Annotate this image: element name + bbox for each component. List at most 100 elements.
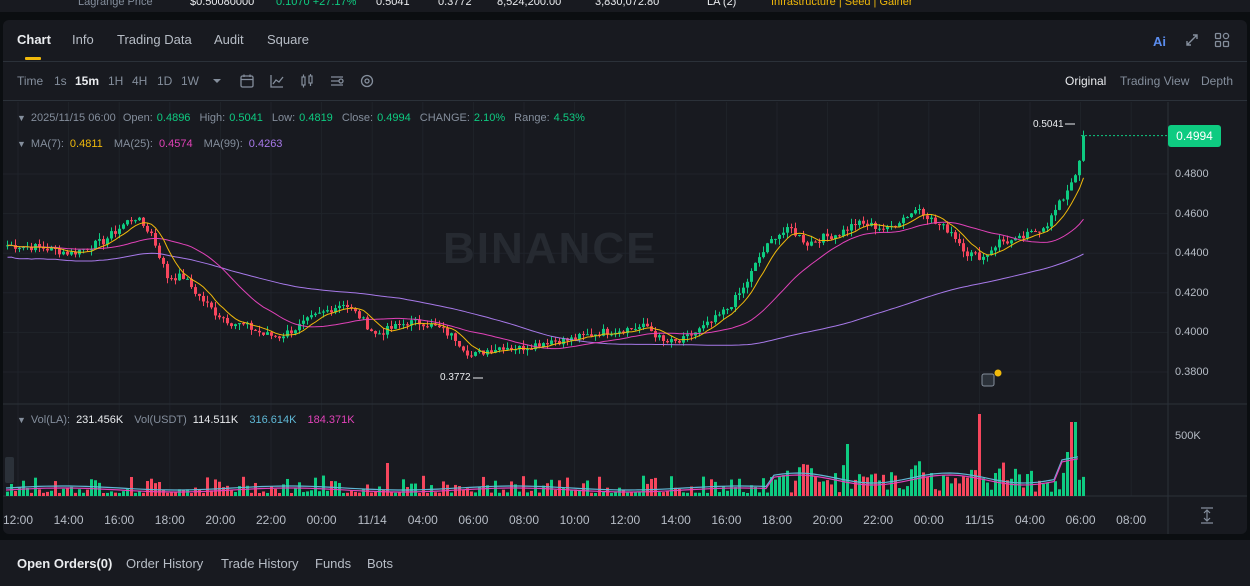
- volume-bar: [462, 489, 465, 496]
- volume-bar: [318, 491, 321, 496]
- volume-bar: [670, 476, 673, 496]
- view-depth[interactable]: Depth: [1201, 74, 1234, 88]
- volume-bar: [886, 489, 889, 496]
- candle-body: [638, 327, 641, 329]
- interval-15m[interactable]: 15m: [75, 74, 100, 88]
- current-price-tag: 0.4994: [1168, 125, 1221, 147]
- candle-body: [202, 295, 205, 302]
- interval-dropdown-icon[interactable]: [209, 73, 225, 89]
- volume-ma-line-pink: [5, 458, 1079, 493]
- volume-bar: [70, 486, 73, 496]
- candle-body: [122, 224, 125, 229]
- volume-bar: [458, 486, 461, 496]
- volume-bar: [978, 414, 981, 496]
- candle-body: [702, 325, 705, 329]
- candle-body: [898, 223, 901, 227]
- candle-body: [518, 345, 521, 350]
- tag-gainer[interactable]: Gainer: [879, 0, 913, 8]
- candle-body: [970, 252, 973, 257]
- candle-body: [938, 223, 941, 226]
- tab-open-orders[interactable]: Open Orders(0): [17, 556, 113, 571]
- candle-body: [746, 281, 749, 288]
- candle-body: [586, 334, 589, 336]
- interval-1d[interactable]: 1D: [157, 74, 173, 88]
- volume-bar: [622, 490, 625, 496]
- candle-body: [610, 334, 613, 336]
- chart-settings-icon[interactable]: [359, 73, 375, 89]
- volume-bar: [1058, 489, 1061, 496]
- candle-body: [546, 343, 549, 345]
- volume-bar: [78, 489, 81, 496]
- tab-square[interactable]: Square: [267, 32, 309, 47]
- volume-bar: [518, 491, 521, 496]
- indicators-icon[interactable]: [269, 73, 285, 89]
- candle-body: [978, 252, 981, 260]
- layout-grid-icon[interactable]: [1214, 32, 1230, 48]
- candle-type-icon[interactable]: [299, 73, 315, 89]
- toolbar-divider: [3, 100, 1247, 101]
- tag-seed[interactable]: Seed: [844, 0, 871, 8]
- candle-body: [878, 228, 881, 230]
- tab-bots[interactable]: Bots: [367, 556, 394, 571]
- candle-body: [14, 245, 17, 249]
- candle-body: [474, 352, 477, 356]
- candle-body: [50, 247, 53, 251]
- settings-sliders-icon[interactable]: [329, 73, 345, 89]
- volume-bar: [330, 481, 333, 496]
- volume-bar: [66, 488, 69, 496]
- volume-bar: [234, 491, 237, 496]
- expand-icon[interactable]: [1184, 32, 1200, 48]
- view-original[interactable]: Original: [1065, 74, 1107, 88]
- vol-ma-value-2: 184.371K: [307, 414, 355, 426]
- ai-icon[interactable]: Ai: [1153, 34, 1166, 49]
- candle-body: [730, 307, 733, 310]
- volume-bar: [254, 482, 257, 496]
- volume-bar: [358, 492, 361, 496]
- time-axis-tick: 00:00: [306, 513, 337, 527]
- ticker-tags[interactable]: Infrastructure | Seed | Gainer: [771, 0, 913, 8]
- chart-area[interactable]: BINANCE ▼ 2025/11/15 06:00 Open: 0.4896 Hi…: [3, 102, 1247, 534]
- ticker-pair[interactable]: LA (2): [707, 0, 737, 8]
- candle-body: [438, 325, 441, 328]
- candle-body: [506, 347, 509, 350]
- tab-audit[interactable]: Audit: [214, 32, 244, 47]
- volume-bar: [178, 489, 181, 496]
- candle-body: [502, 347, 505, 350]
- candle-body: [722, 309, 725, 315]
- interval-4h[interactable]: 4H: [132, 74, 148, 88]
- tag-infrastructure[interactable]: Infrastructure: [771, 0, 836, 8]
- tab-info[interactable]: Info: [72, 32, 94, 47]
- candlestick-chart[interactable]: [3, 102, 1247, 534]
- volume-bar: [634, 492, 637, 496]
- candle-body: [786, 227, 789, 233]
- candle-body: [886, 226, 889, 230]
- interval-1s[interactable]: 1s: [54, 74, 67, 88]
- tab-chart[interactable]: Chart: [17, 32, 51, 47]
- tab-trade-history[interactable]: Trade History: [221, 556, 299, 571]
- candle-body: [538, 343, 541, 347]
- volume-bar: [170, 492, 173, 496]
- volume-legend: ▼ Vol(LA): 231.456K Vol(USDT) 114.511K 316.…: [17, 414, 355, 426]
- calendar-icon[interactable]: [239, 73, 255, 89]
- tab-trading-data[interactable]: Trading Data: [117, 32, 192, 47]
- candle-body: [918, 209, 921, 211]
- candle-body: [238, 323, 241, 325]
- candle-body: [1006, 241, 1009, 244]
- volume-bar: [1002, 462, 1005, 496]
- candle-body: [794, 228, 797, 236]
- interval-1w[interactable]: 1W: [181, 74, 199, 88]
- vol-ma-value-1: 316.614K: [249, 414, 297, 426]
- tab-funds[interactable]: Funds: [315, 556, 352, 571]
- time-axis-tick: 18:00: [761, 513, 793, 527]
- tab-order-history[interactable]: Order History: [126, 556, 204, 571]
- volume-bar: [1062, 472, 1065, 496]
- interval-time[interactable]: Time: [17, 74, 44, 88]
- interval-1h[interactable]: 1H: [108, 74, 124, 88]
- volume-bar: [898, 488, 901, 496]
- volume-bar: [274, 488, 277, 496]
- view-trading-view[interactable]: Trading View: [1120, 74, 1190, 88]
- volume-bar: [970, 469, 973, 496]
- candle-body: [626, 328, 629, 334]
- candle-body: [110, 231, 113, 239]
- time-axis-tick: 12:00: [610, 513, 641, 527]
